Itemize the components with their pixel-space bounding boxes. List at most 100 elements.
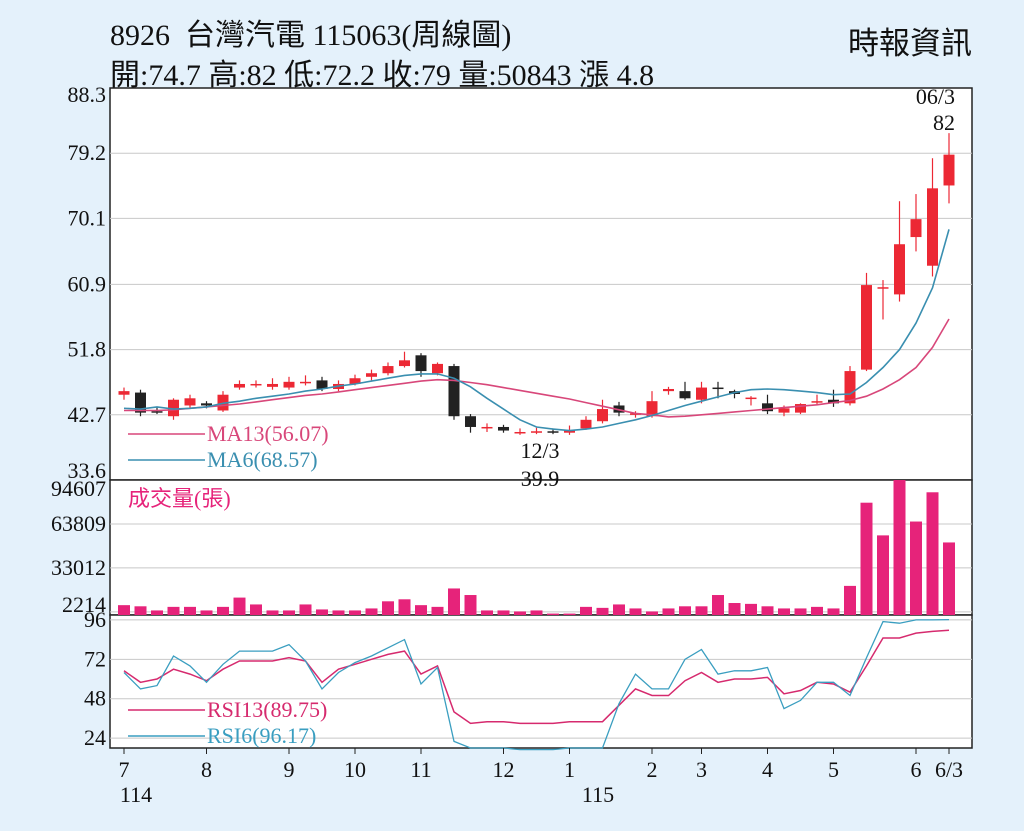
candle-body: [696, 387, 707, 400]
price-tick-label: 51.8: [68, 337, 107, 362]
candle-body: [168, 399, 179, 417]
volume-bar: [431, 606, 444, 615]
candle-body: [349, 378, 361, 384]
stock-index: 115063(周線圖): [312, 19, 512, 52]
ma6-legend-label: MA6(68.57): [207, 447, 318, 472]
x-tick-label: 3: [696, 757, 707, 782]
x-tick-label: 10: [344, 757, 366, 782]
candle-body: [184, 398, 196, 406]
candle-body: [745, 397, 757, 400]
candle-body: [234, 383, 245, 388]
volume-bar: [712, 595, 724, 615]
volume-bar: [629, 608, 642, 615]
volume-bar: [497, 610, 510, 615]
volume-bar: [365, 608, 378, 615]
candle-body: [135, 392, 146, 413]
candle-body: [514, 431, 526, 434]
volume-bar: [151, 610, 163, 615]
volume-bar: [382, 601, 394, 615]
x-tick-label: 6: [911, 757, 922, 782]
x-tick-label: 1: [564, 757, 575, 782]
candle-body: [399, 360, 410, 367]
x-tick-label: 6/3: [935, 757, 963, 782]
volume-bar: [811, 606, 823, 615]
price-tick-label: 60.9: [68, 271, 107, 296]
volume-bar: [943, 542, 955, 615]
candle-body: [663, 388, 674, 392]
candle-body: [415, 355, 427, 372]
volume-bar: [530, 610, 543, 615]
volume-bar: [893, 480, 906, 615]
candle-body: [250, 383, 262, 386]
rsi-tick-label: 96: [84, 607, 106, 632]
volume-bar: [448, 588, 460, 615]
high-value-label: 82: [933, 110, 955, 135]
volume-bar: [283, 610, 295, 615]
x-tick-label: 9: [284, 757, 295, 782]
candle-body: [844, 371, 856, 404]
candle-body: [201, 403, 212, 406]
volume-bar: [596, 607, 609, 615]
candle-body: [861, 285, 872, 370]
candle-body: [679, 391, 691, 399]
candle-body: [580, 419, 592, 429]
candle-body: [267, 383, 278, 387]
volume-bar: [349, 610, 361, 615]
volume-bar: [926, 492, 939, 615]
low-date-label: 12/3: [520, 438, 559, 463]
high-date-label: 06/3: [916, 84, 955, 109]
candle-body: [448, 366, 460, 417]
volume-bar: [250, 604, 262, 615]
x-tick-label: 4: [762, 757, 773, 782]
volume-bar: [547, 613, 559, 615]
volume-bar: [580, 606, 592, 615]
volume-bar: [233, 597, 246, 615]
volume-tick-label: 2214: [62, 592, 106, 617]
rsi-tick-label: 24: [84, 725, 106, 750]
stock-code: 8926: [110, 19, 170, 52]
rsi6-legend-label: RSI6(96.17): [207, 723, 316, 748]
volume-tick-label: 33012: [51, 555, 106, 580]
candle-body: [151, 411, 163, 413]
volume-bar: [662, 608, 675, 615]
volume-panel: [109, 479, 973, 616]
candle-body: [316, 380, 328, 389]
x-tick-label: 8: [201, 757, 212, 782]
x-tick-label: 7: [119, 757, 130, 782]
x-tick-label: 11: [410, 757, 431, 782]
year-label: 115: [582, 782, 614, 807]
candle-body: [481, 426, 493, 429]
candle-body: [432, 363, 443, 374]
candle-body: [366, 373, 377, 377]
candle-body: [795, 404, 806, 413]
volume-bar: [398, 599, 411, 615]
x-tick-label: 12: [493, 757, 515, 782]
candle-body: [300, 381, 311, 384]
volume-bar: [794, 608, 807, 615]
source-label: 時報資訊: [848, 26, 972, 61]
year-label: 114: [120, 782, 152, 807]
candle-body: [118, 391, 130, 395]
volume-tick-label: 63809: [51, 511, 106, 536]
rsi13-legend-label: RSI13(89.75): [207, 697, 327, 722]
volume-bar: [514, 611, 526, 615]
price-tick-label: 33.6: [68, 458, 107, 483]
ma13-legend-label: MA13(56.07): [207, 421, 329, 446]
stock-name: 台灣汽電: [185, 19, 305, 52]
volume-bar: [860, 502, 873, 615]
volume-bar: [844, 585, 856, 615]
volume-bar: [184, 606, 196, 615]
rsi-tick-label: 48: [84, 686, 106, 711]
candle-body: [465, 416, 476, 427]
chart-title: 8926 台灣汽電 115063(周線圖): [110, 10, 511, 54]
volume-bar: [728, 603, 741, 615]
x-tick-label: 5: [828, 757, 839, 782]
volume-bar: [563, 613, 576, 615]
volume-bar: [481, 610, 493, 615]
low-value-label: 39.9: [521, 466, 560, 491]
price-tick-label: 88.3: [68, 82, 107, 107]
volume-bar: [134, 606, 147, 615]
volume-bar: [217, 606, 229, 615]
candle-body: [547, 431, 559, 433]
